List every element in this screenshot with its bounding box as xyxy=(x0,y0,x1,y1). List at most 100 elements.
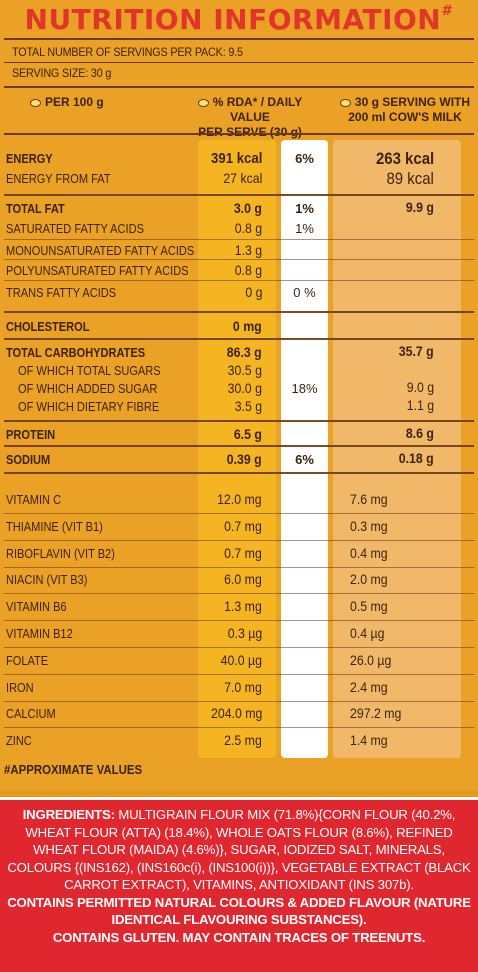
column-header-per100: PER 100 g xyxy=(30,95,104,110)
nutrient-label: OF WHICH DIETARY FIBRE xyxy=(18,399,160,414)
bullet-icon xyxy=(197,98,209,107)
value-milk: 0.3 mg xyxy=(350,518,388,534)
value-milk: 0.18 g xyxy=(399,450,434,466)
column-header-milk: 30 g SERVING WITH 200 ml COW'S MILK xyxy=(335,95,475,125)
ingredients-list: MULTIGRAIN FLOUR MIX (71.8%){CORN FLOUR … xyxy=(7,807,471,892)
value-per100: 3.0 g xyxy=(233,200,262,216)
row-divider xyxy=(4,620,474,621)
row-divider xyxy=(4,593,474,594)
value-per100: 0.3 µg xyxy=(227,625,262,641)
nutrient-row: TRANS FATTY ACIDS 0 g 0 % xyxy=(4,284,474,302)
nutrient-row: MONOUNSATURATED FATTY ACIDS 1.3 g xyxy=(4,242,474,260)
title-footnote-mark: # xyxy=(441,3,454,19)
value-per100: 1.3 g xyxy=(234,242,262,258)
vitamin-label: RIBOFLAVIN (VIT B2) xyxy=(6,546,115,561)
row-divider xyxy=(4,674,474,675)
row-divider xyxy=(4,280,474,281)
nutrient-row: OF WHICH ADDED SUGAR 30.0 g 18% 9.0 g xyxy=(4,379,474,398)
vitamin-label: NIACIN (VIT B3) xyxy=(6,572,88,587)
value-milk: 35.7 g xyxy=(399,343,434,359)
value-rda: 6% xyxy=(295,151,314,166)
value-milk: 7.6 mg xyxy=(350,491,388,507)
value-milk: 0.5 mg xyxy=(350,598,388,614)
value-milk: 1.1 g xyxy=(406,397,434,413)
value-per100: 6.5 g xyxy=(233,426,262,442)
vitamin-label: FOLATE xyxy=(6,653,49,668)
value-milk: 263 kcal xyxy=(375,149,434,168)
divider xyxy=(4,86,474,88)
servings-per-pack: TOTAL NUMBER OF SERVINGS PER PACK: 9.5 xyxy=(12,45,243,59)
vitamin-label: ZINC xyxy=(6,733,32,748)
value-per100: 1.3 mg xyxy=(224,598,262,614)
row-divider xyxy=(4,445,474,447)
value-per100: 204.0 mg xyxy=(210,705,262,721)
vitamin-label: VITAMIN C xyxy=(6,492,62,507)
nutrient-label: SATURATED FATTY ACIDS xyxy=(6,221,144,236)
bullet-icon xyxy=(339,98,351,107)
row-divider xyxy=(4,194,474,196)
ingredients-panel: INGREDIENTS: MULTIGRAIN FLOUR MIX (71.8%… xyxy=(0,797,478,972)
vitamin-row: THIAMINE (VIT B1) 0.7 mg 0.3 mg xyxy=(4,516,474,536)
nutrient-row: TOTAL FAT 3.0 g 1% 9.9 g xyxy=(4,199,474,218)
value-per100: 86.3 g xyxy=(227,344,262,360)
row-divider xyxy=(4,701,474,702)
value-per100: 0.8 g xyxy=(234,220,262,236)
nutrition-title: NUTRITION INFORMATION# xyxy=(24,3,454,36)
nutrient-label: ENERGY FROM FAT xyxy=(6,171,111,186)
value-rda: 1% xyxy=(295,221,314,236)
row-divider xyxy=(4,259,474,260)
nutrient-label: OF WHICH ADDED SUGAR xyxy=(18,381,158,396)
value-rda: 0 % xyxy=(293,285,316,300)
nutrition-panel: NUTRITION INFORMATION# TOTAL NUMBER OF S… xyxy=(4,3,475,777)
row-divider xyxy=(4,540,474,541)
vitamin-label: CALCIUM xyxy=(6,706,56,721)
allergen-note: CONTAINS GLUTEN. MAY CONTAIN TRACES OF T… xyxy=(52,929,426,945)
value-per100: 12.0 mg xyxy=(217,491,262,507)
value-per100: 0 g xyxy=(244,284,262,300)
divider xyxy=(4,133,474,135)
nutrient-label: TRANS FATTY ACIDS xyxy=(6,285,117,300)
nutrient-row: ENERGY FROM FAT 27 kcal 89 kcal xyxy=(4,169,474,188)
approximate-values-note: #APPROXIMATE VALUES xyxy=(4,762,143,777)
row-divider xyxy=(4,727,474,728)
nutrient-label: CHOLESTEROL xyxy=(6,319,90,334)
ingredients-heading: INGREDIENTS: xyxy=(22,807,115,822)
nutrient-label: PROTEIN xyxy=(6,427,56,442)
value-per100: 2.5 mg xyxy=(224,732,262,748)
column-rda-bg xyxy=(281,140,328,758)
value-milk: 9.0 g xyxy=(406,379,434,395)
nutrient-label: TOTAL CARBOHYDRATES xyxy=(6,345,146,360)
value-rda: 1% xyxy=(295,201,314,216)
vitamin-label: VITAMIN B6 xyxy=(6,599,67,614)
vitamin-label: IRON xyxy=(6,680,34,695)
value-rda: 18% xyxy=(291,381,318,396)
column-per100-bg xyxy=(198,140,276,758)
value-per100: 0.8 g xyxy=(234,262,262,278)
nutrient-row: PROTEIN 6.5 g 8.6 g xyxy=(4,425,474,444)
row-divider xyxy=(4,420,474,422)
value-per100: 3.5 g xyxy=(234,398,262,414)
nutrient-label: MONOUNSATURATED FATTY ACIDS xyxy=(6,243,195,258)
value-per100: 0.39 g xyxy=(227,451,262,467)
value-milk: 1.4 mg xyxy=(350,732,388,748)
value-rda: 6% xyxy=(295,452,314,467)
bullet-icon xyxy=(30,98,41,107)
value-per100: 391 kcal xyxy=(210,150,262,167)
value-milk: 26.0 µg xyxy=(350,652,392,668)
vitamin-row: VITAMIN B6 1.3 mg 0.5 mg xyxy=(4,596,474,616)
nutrient-row: TOTAL CARBOHYDRATES 86.3 g 35.7 g xyxy=(4,343,474,362)
vitamin-row: ZINC 2.5 mg 1.4 mg xyxy=(4,730,474,750)
value-per100: 0 mg xyxy=(233,318,262,334)
value-milk: 0.4 mg xyxy=(350,545,388,561)
nutrient-row: OF WHICH TOTAL SUGARS 30.5 g xyxy=(4,362,474,380)
vitamin-row: RIBOFLAVIN (VIT B2) 0.7 mg 0.4 mg xyxy=(4,543,474,563)
ingredients-text: INGREDIENTS: MULTIGRAIN FLOUR MIX (71.8%… xyxy=(6,806,472,946)
vitamin-row: FOLATE 40.0 µg 26.0 µg xyxy=(4,650,474,670)
row-divider xyxy=(4,338,474,340)
nutrient-label: ENERGY xyxy=(6,151,53,166)
divider xyxy=(4,62,474,63)
nutrient-row: SODIUM 0.39 g 6% 0.18 g xyxy=(4,450,474,469)
row-divider xyxy=(4,239,474,240)
value-milk: 9.9 g xyxy=(405,199,434,215)
row-divider xyxy=(4,567,474,568)
